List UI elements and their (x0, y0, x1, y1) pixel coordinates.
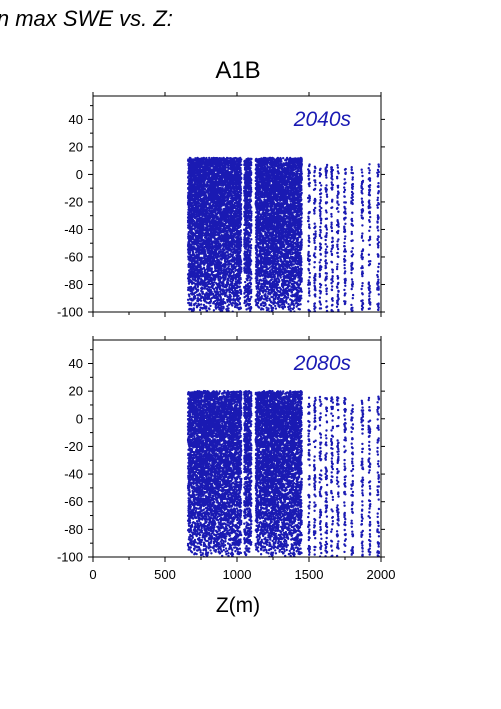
y-tick-label: 0 (76, 167, 83, 182)
y-tick-label: -80 (64, 522, 83, 537)
y-tick-label: -80 (64, 277, 83, 292)
x-tick-label: 1500 (295, 567, 324, 582)
scatter-points (187, 390, 380, 558)
y-tick-label: -40 (64, 467, 83, 482)
y-tick-label: -100 (57, 550, 83, 565)
y-tick-label: -60 (64, 249, 83, 264)
y-tick-label: -20 (64, 194, 83, 209)
x-tick-label: 2000 (367, 567, 396, 582)
x-tick-label: 0 (89, 567, 96, 582)
period-label: 2080s (293, 352, 352, 375)
period-label: 2040s (293, 108, 352, 131)
point-cloud (187, 157, 380, 314)
y-tick-label: 20 (69, 384, 83, 399)
panel-2040s: -100 -80 -60 -40 -20 0 20 40 2040s (57, 92, 385, 320)
y-tick-label: 40 (69, 356, 83, 371)
y-tick-label: -60 (64, 494, 83, 509)
point-cloud (187, 390, 380, 558)
x-tick-label: 500 (154, 567, 176, 582)
panel-2080s: -100 -80 -60 -40 -20 0 20 40 0 500 1000 1500 2000 208… (57, 336, 395, 582)
x-axis-label: Z(m) (0, 594, 476, 618)
y-tick-label: -40 (64, 222, 83, 237)
scatter-points (187, 157, 380, 314)
x-tick-label: 1000 (223, 567, 252, 582)
y-tick-label: 0 (76, 411, 83, 426)
y-tick-label: -100 (57, 305, 83, 320)
y-tick-label: -20 (64, 439, 83, 454)
y-tick-label: 40 (69, 112, 83, 127)
y-tick-label: 20 (69, 139, 83, 154)
